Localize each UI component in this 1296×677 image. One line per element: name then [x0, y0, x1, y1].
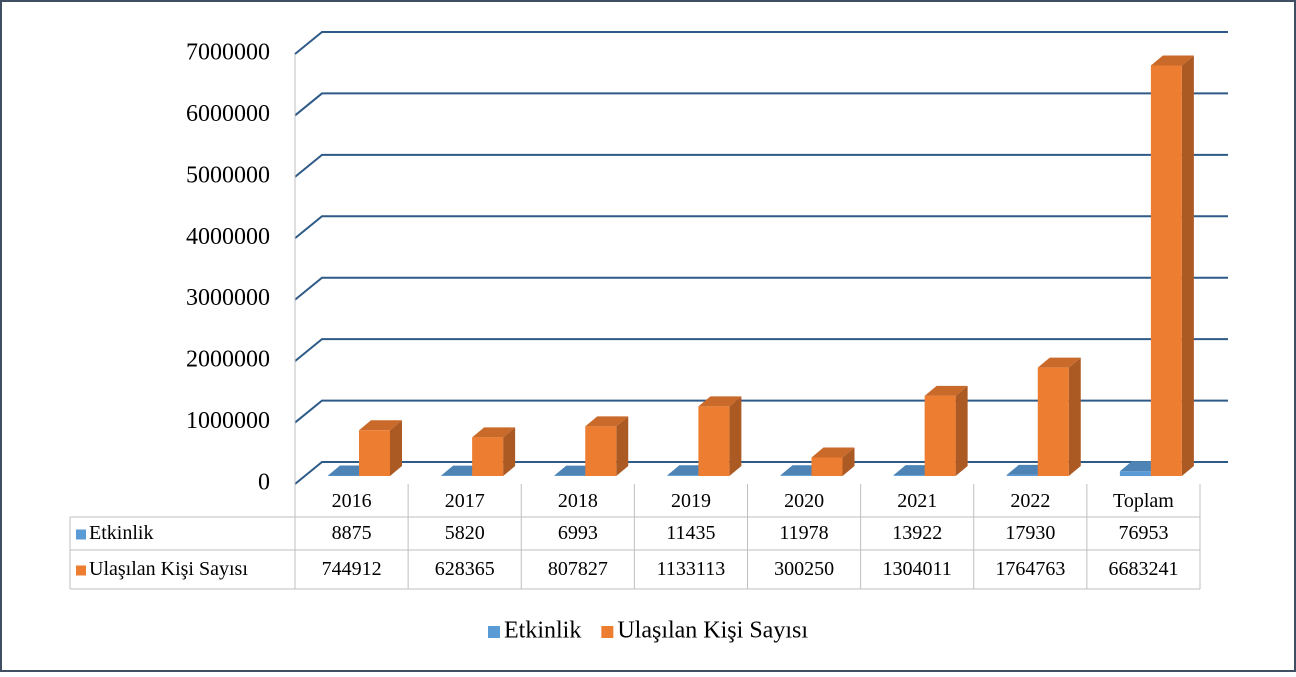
bar: [1038, 358, 1081, 476]
bar-front: [328, 475, 359, 476]
table-cell: 6683241: [1108, 558, 1178, 580]
table-cell: 1304011: [883, 558, 952, 580]
table-legend-key: [76, 566, 86, 576]
table-row-label: Ulaşılan Kişi Sayısı: [89, 558, 248, 580]
bar: [585, 416, 628, 476]
y-tick-label: 7000000: [186, 40, 270, 66]
y-tick-label: 3000000: [186, 285, 270, 311]
bar-side: [729, 396, 741, 476]
table-cell: 8875: [332, 522, 372, 544]
bar-front: [667, 475, 698, 476]
bar-side: [1069, 358, 1081, 476]
bar-front: [359, 430, 390, 476]
bar: [925, 386, 968, 476]
legend-key: [601, 626, 613, 638]
x-tick-label: 2022: [1010, 490, 1050, 512]
table-cell: 1133113: [657, 558, 726, 580]
table-row-label: Etkinlik: [89, 522, 153, 544]
bar-side: [956, 386, 968, 476]
bar-front: [894, 475, 925, 476]
x-tick-label: 2018: [558, 490, 598, 512]
bar: [698, 396, 741, 476]
bar-front: [1120, 471, 1151, 476]
bar-front: [472, 437, 503, 476]
y-tick-label: 2000000: [186, 347, 270, 373]
table-cell: 11978: [779, 522, 828, 544]
bar: [472, 427, 515, 476]
bar-side: [1182, 55, 1194, 476]
legend-label: Etkinlik: [504, 618, 581, 644]
y-tick-label: 0: [258, 470, 270, 496]
table-cell: 17930: [1005, 522, 1055, 544]
x-tick-label: 2020: [784, 490, 824, 512]
bar-front: [1007, 475, 1038, 476]
x-tick-label: 2016: [332, 490, 372, 512]
table-cell: 744912: [322, 558, 382, 580]
x-tick-label: 2021: [897, 490, 937, 512]
bar-front: [925, 396, 956, 476]
legend-label: Ulaşılan Kişi Sayısı: [617, 618, 808, 644]
bar: [1151, 55, 1194, 476]
table-cell: 807827: [548, 558, 608, 580]
y-tick-label: 4000000: [186, 224, 270, 250]
bar-front: [585, 426, 616, 476]
bar-side: [616, 416, 628, 476]
table-cell: 76953: [1118, 522, 1168, 544]
x-tick-label: Toplam: [1113, 490, 1174, 512]
bar-front: [1151, 65, 1182, 476]
legend-key: [488, 626, 500, 638]
x-tick-label: 2019: [671, 490, 711, 512]
table-cell: 11435: [666, 522, 715, 544]
bar: [359, 420, 402, 476]
table-cell: 6993: [558, 522, 598, 544]
table-cell: 1764763: [995, 558, 1065, 580]
table-legend-key: [76, 530, 86, 540]
bar-front: [812, 458, 843, 476]
table-cell: 300250: [774, 558, 834, 580]
bar-front: [781, 475, 812, 476]
y-tick-label: 1000000: [186, 408, 270, 434]
y-tick-label: 6000000: [186, 101, 270, 127]
table-cell: 628365: [435, 558, 495, 580]
y-tick-label: 5000000: [186, 162, 270, 188]
bar-front: [698, 406, 729, 476]
table-cell: 13922: [892, 522, 942, 544]
bar-front: [1038, 368, 1069, 476]
table-cell: 5820: [445, 522, 485, 544]
x-tick-label: 2017: [445, 490, 485, 512]
